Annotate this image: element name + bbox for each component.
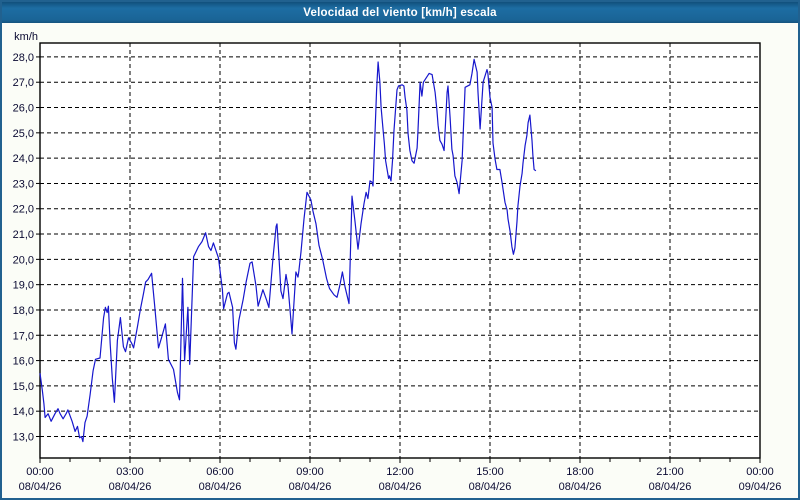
x-tick-date-label: 08/04/26 bbox=[19, 481, 62, 493]
x-axis-labels: 00:00 08/04/26 03:00 08/04/26 06:00 08/04/26 0… bbox=[19, 458, 782, 493]
y-tick-label: 21,0 bbox=[13, 229, 34, 241]
y-tick-label: 22,0 bbox=[13, 204, 34, 216]
y-tick-label: 15,0 bbox=[13, 381, 34, 393]
x-tick-date-label: 09/04/26 bbox=[739, 481, 782, 493]
x-tick-time-label: 00:00 bbox=[746, 466, 774, 478]
y-tick-label: 25,0 bbox=[13, 128, 34, 140]
y-tick-label: 23,0 bbox=[13, 178, 34, 190]
y-axis-ticks bbox=[36, 56, 40, 437]
x-tick-date-label: 08/04/26 bbox=[199, 481, 242, 493]
y-tick-label: 28,0 bbox=[13, 52, 34, 64]
y-tick-label: 18,0 bbox=[13, 305, 34, 317]
y-tick-label: 16,0 bbox=[13, 356, 34, 368]
y-tick-label: 19,0 bbox=[13, 280, 34, 292]
x-tick-date-label: 08/04/26 bbox=[289, 481, 332, 493]
x-gridlines bbox=[129, 43, 671, 458]
x-tick-date-label: 08/04/26 bbox=[379, 481, 422, 493]
y-tick-label: 24,0 bbox=[13, 153, 34, 165]
x-tick-time-label: 15:00 bbox=[476, 466, 504, 478]
y-tick-label: 17,0 bbox=[13, 330, 34, 342]
x-tick-time-label: 06:00 bbox=[206, 466, 234, 478]
y-tick-label: 27,0 bbox=[13, 77, 34, 89]
x-tick-time-label: 00:00 bbox=[26, 466, 54, 478]
title-bar: Velocidad del viento [km/h] escala bbox=[2, 2, 798, 23]
x-tick-time-label: 12:00 bbox=[386, 466, 414, 478]
y-tick-label: 26,0 bbox=[13, 103, 34, 115]
x-tick-date-label: 08/04/26 bbox=[649, 481, 692, 493]
y-tick-label: 20,0 bbox=[13, 254, 34, 266]
x-tick-date-label: 08/04/26 bbox=[109, 481, 152, 493]
y-axis-unit-label: km/h bbox=[14, 31, 38, 43]
x-tick-time-label: 09:00 bbox=[296, 466, 324, 478]
y-tick-label: 14,0 bbox=[13, 406, 34, 418]
y-tick-label: 13,0 bbox=[13, 431, 34, 443]
x-tick-date-label: 08/04/26 bbox=[469, 481, 512, 493]
x-tick-date-label: 08/04/26 bbox=[559, 481, 602, 493]
y-axis-labels: 28,0 27,0 26,0 25,0 24,0 23,0 22,0 21,0 20,0 19,0… bbox=[13, 52, 34, 444]
x-tick-time-label: 18:00 bbox=[566, 466, 594, 478]
x-tick-time-label: 21:00 bbox=[656, 466, 684, 478]
x-tick-time-label: 03:00 bbox=[116, 466, 144, 478]
wind-speed-line bbox=[39, 58, 537, 443]
chart-title: Velocidad del viento [km/h] escala bbox=[303, 6, 497, 19]
